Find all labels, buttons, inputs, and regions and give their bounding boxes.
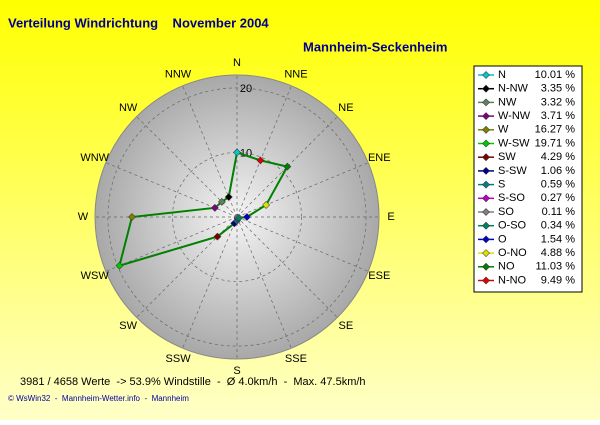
- legend-value: 9.49 %: [541, 274, 575, 286]
- direction-label: NE: [338, 102, 353, 114]
- legend-label: S: [498, 179, 505, 191]
- radar-point: [213, 232, 222, 241]
- direction-label: ENE: [368, 152, 391, 164]
- radar-point: [256, 156, 265, 165]
- radar-point: [128, 213, 136, 221]
- direction-label: SW: [119, 320, 137, 332]
- direction-label: NNW: [165, 69, 192, 81]
- direction-label: E: [387, 211, 394, 223]
- chart-subtitle: Mannheim-Seckenheim: [303, 39, 448, 54]
- r-tick-label: 20: [240, 83, 252, 95]
- legend-label: W-SW: [498, 137, 530, 149]
- legend-value: 0.27 %: [541, 192, 575, 204]
- legend-marker: [482, 194, 490, 203]
- legend-label: O-SO: [498, 220, 527, 232]
- legend-value: 3.71 %: [541, 110, 575, 122]
- direction-label: N: [233, 57, 241, 69]
- legend-value: 3.35 %: [541, 83, 575, 95]
- radar-point: [283, 162, 292, 171]
- radar-point: [262, 201, 270, 209]
- legend-value: 10.01 %: [535, 69, 576, 81]
- legend-value: 4.29 %: [541, 151, 575, 163]
- legend-label: O: [498, 233, 507, 245]
- legend-value: 11.03 %: [535, 261, 575, 273]
- chart-title: Verteilung Windrichtung November 2004: [8, 15, 269, 30]
- legend-marker: [482, 98, 490, 107]
- radar-point: [243, 213, 251, 221]
- legend-value: 19.71 %: [535, 137, 576, 149]
- radar-point: [115, 261, 124, 270]
- legend-value: 3.32 %: [541, 96, 575, 108]
- legend-label: S-SO: [498, 192, 525, 204]
- legend-label: N-NW: [498, 83, 529, 95]
- legend-marker: [482, 167, 490, 175]
- legend-marker: [482, 71, 490, 79]
- legend-label: N: [498, 69, 506, 81]
- legend-label: W: [498, 124, 509, 136]
- radar-point: [233, 148, 241, 157]
- direction-label: SSW: [166, 353, 192, 365]
- legend-value: 1.54 %: [541, 233, 575, 245]
- direction-label: SSE: [285, 353, 307, 365]
- radar-point: [224, 193, 233, 201]
- direction-label: NNE: [284, 69, 307, 81]
- legend-value: 0.34 %: [541, 220, 575, 232]
- legend-marker: [482, 221, 490, 230]
- legend-value: 1.06 %: [541, 165, 575, 177]
- legend-marker: [482, 208, 490, 216]
- direction-label: NW: [119, 102, 138, 114]
- legend-marker: [482, 153, 490, 162]
- legend-value: 4.88 %: [541, 247, 575, 259]
- legend-value: 0.59 %: [541, 179, 575, 191]
- legend-label: S-SW: [498, 165, 527, 177]
- legend-label: NW: [498, 96, 517, 108]
- direction-label: SE: [339, 320, 354, 332]
- radar-point: [217, 197, 226, 206]
- legend-value: 16.27 %: [535, 124, 576, 136]
- radar-point: [210, 203, 219, 212]
- radar-point: [235, 213, 243, 222]
- legend-marker: [482, 125, 490, 134]
- direction-label: ESE: [368, 270, 390, 282]
- legend-marker: [482, 139, 490, 148]
- credit: © WsWin32 - Mannheim-Wetter.info - Mannh…: [8, 394, 189, 403]
- legend-label: W-NW: [498, 110, 531, 122]
- legend-marker: [482, 235, 490, 244]
- legend-label: NO: [498, 261, 515, 273]
- direction-label: S: [233, 365, 240, 377]
- direction-label: WNW: [80, 152, 109, 164]
- legend-label: N-NO: [498, 274, 527, 286]
- direction-label: WSW: [81, 270, 110, 282]
- legend-label: O-NO: [498, 247, 527, 259]
- legend-marker: [482, 262, 490, 271]
- direction-label: W: [78, 211, 89, 223]
- grid-ring: [107, 87, 367, 347]
- grid-ring: [172, 152, 302, 282]
- legend-marker: [482, 84, 490, 93]
- footer: 3981 / 4658 Werte -> 53.9% Windstille - …: [20, 376, 366, 388]
- legend-marker: [482, 180, 490, 189]
- legend-value: 0.11 %: [542, 206, 576, 218]
- legend-marker: [482, 112, 490, 120]
- legend-marker: [482, 249, 490, 257]
- legend-label: SW: [498, 151, 516, 163]
- legend-marker: [482, 276, 490, 285]
- legend-box: [473, 65, 583, 293]
- legend-label: SO: [498, 206, 514, 218]
